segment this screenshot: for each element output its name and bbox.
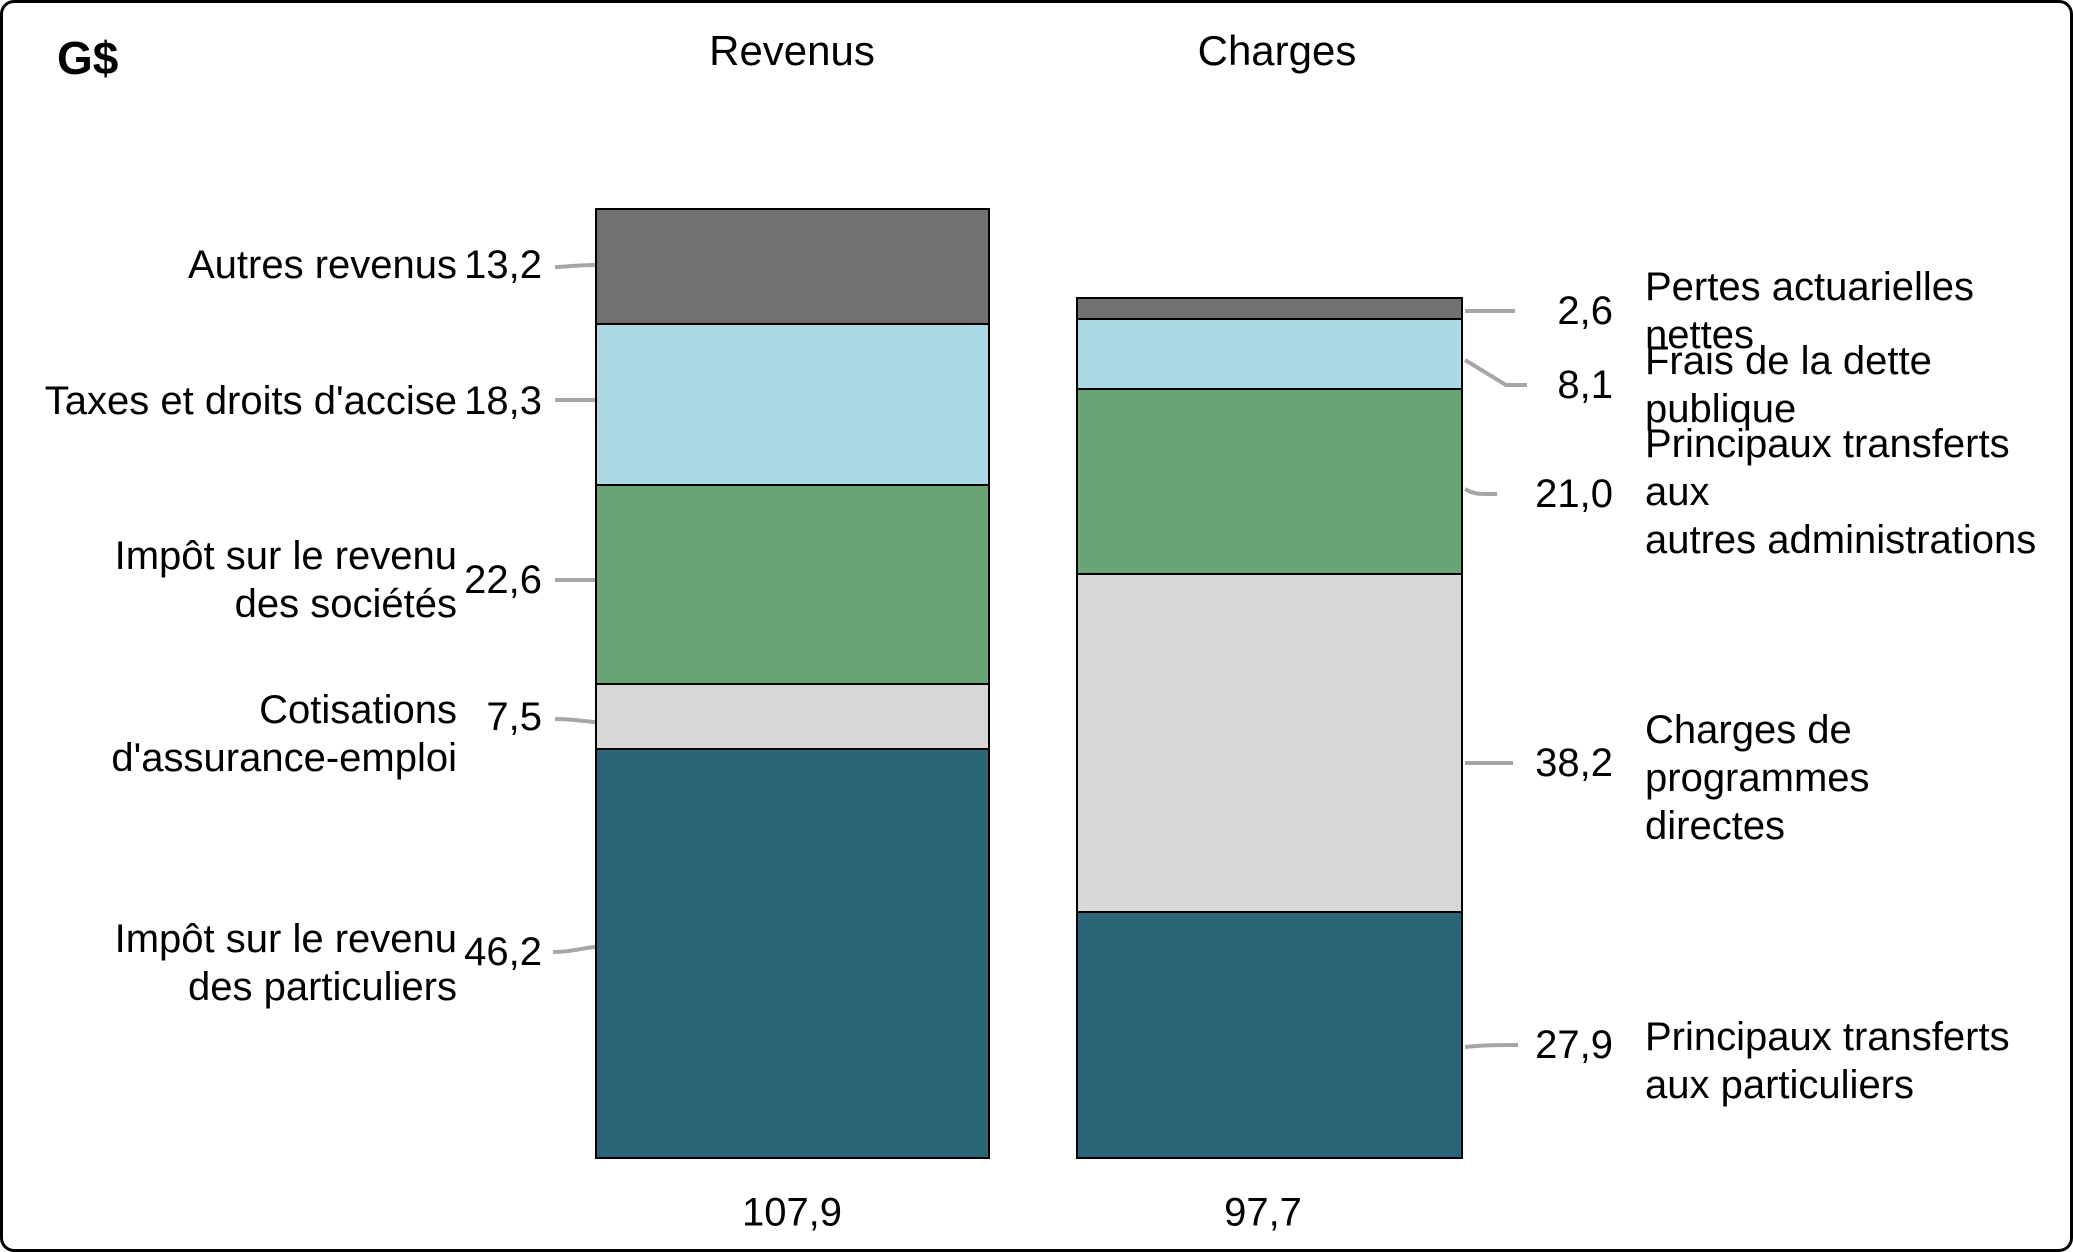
value-taxes-droits-accise: 18,3 <box>464 379 542 423</box>
label-charges-programmes: Charges de programmes directes <box>1645 708 1870 848</box>
label-transferts-particuliers: Principaux transferts aux particuliers <box>1645 1015 2010 1107</box>
label-autres-revenus: Autres revenus <box>187 243 457 287</box>
leader-transferts-administrations <box>1463 487 1498 497</box>
bar-segment-charges-programmes-directes <box>1076 573 1463 913</box>
total-charges: 97,7 <box>1224 1190 1302 1235</box>
value-impot-particuliers: 46,2 <box>464 930 542 974</box>
unit-label: G$ <box>57 32 119 84</box>
column-title-charges: Charges <box>1197 27 1357 74</box>
label-taxes-droits-accise: Taxes et droits d'accise <box>44 379 457 423</box>
value-charges-programmes: 38,2 <box>1535 741 1613 785</box>
label-cotisations: Cotisations d'assurance-emploi <box>111 688 457 780</box>
bar-segment-taxes-droits-accise <box>595 323 990 486</box>
label-impot-societes: Impôt sur le revenu des sociétés <box>114 534 457 626</box>
value-impot-societes: 22,6 <box>464 558 542 602</box>
bar-segment-impot-particuliers <box>595 748 990 1159</box>
label-pertes-actuarielles: Pertes actuarielles nettes <box>1645 265 1975 357</box>
leader-transferts-particuliers <box>1464 1043 1519 1049</box>
bar-segment-frais-dette-publique <box>1076 318 1463 390</box>
leader-impot-particuliers <box>552 945 596 954</box>
value-pertes-actuarielles: 2,6 <box>1557 289 1613 333</box>
total-revenus: 107,9 <box>741 1190 843 1235</box>
bar-segment-impot-societes <box>595 484 990 685</box>
stacked-bar-revenus <box>595 208 990 1159</box>
column-title-revenus: Revenus <box>709 27 875 74</box>
bar-segment-autres-revenus <box>595 208 990 325</box>
value-autres-revenus: 13,2 <box>464 243 542 287</box>
label-frais-dette: Frais de la dette publique <box>1645 339 1932 431</box>
value-frais-dette: 8,1 <box>1557 363 1613 407</box>
label-impot-particuliers: Impôt sur le revenu des particuliers <box>114 917 457 1009</box>
bar-segment-cotisations-assurance-emploi <box>595 683 990 750</box>
leader-cotisations <box>554 717 596 724</box>
leader-autres-revenus <box>554 263 596 269</box>
bar-segment-transferts-administrations <box>1076 388 1463 575</box>
value-transferts-particuliers: 27,9 <box>1535 1023 1613 1067</box>
leader-frais-dette <box>1463 358 1527 387</box>
label-transferts-administrations: Principaux transferts aux autres adminis… <box>1645 422 2037 562</box>
stacked-bar-charges <box>1076 297 1463 1159</box>
bar-segment-transferts-particuliers <box>1076 911 1463 1159</box>
bar-segment-pertes-actuarielles <box>1076 297 1463 320</box>
value-cotisations: 7,5 <box>486 695 542 739</box>
value-transferts-administrations: 21,0 <box>1535 472 1613 516</box>
